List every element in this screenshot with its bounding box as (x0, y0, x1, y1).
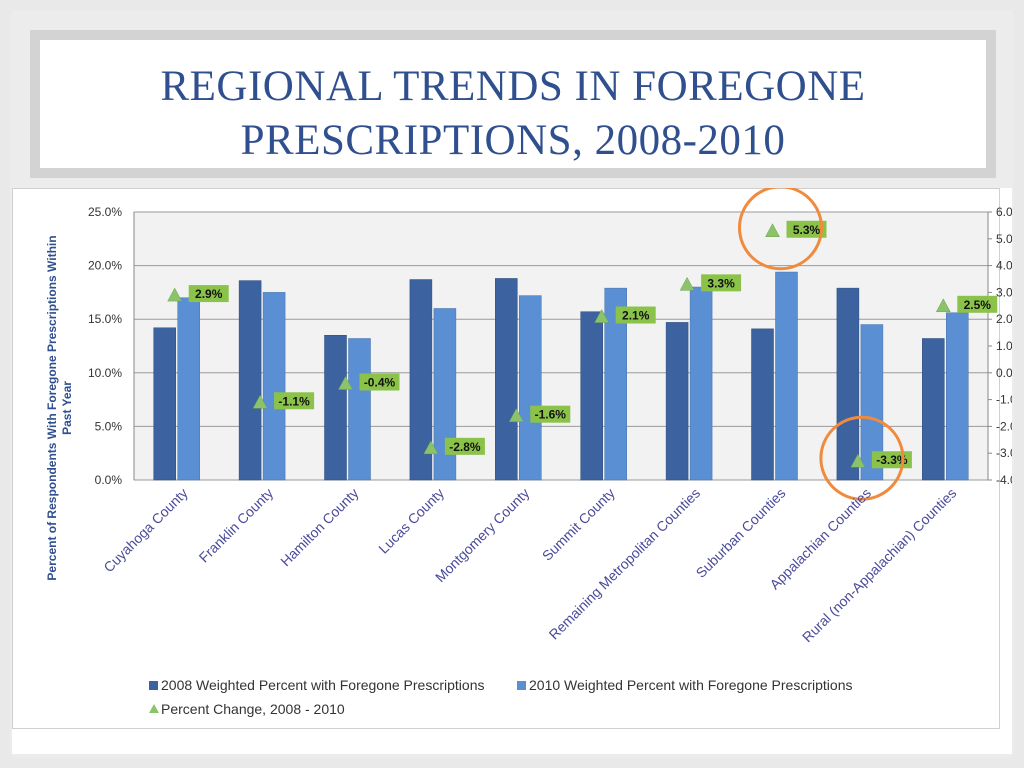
legend-swatch-2008 (149, 681, 158, 690)
bar-2008 (238, 280, 262, 481)
category-label: Montgomery County (432, 485, 532, 585)
category-label: Remaining Metropolitan Counties (546, 485, 704, 643)
y2-tick-label: -1.0% (996, 393, 1012, 407)
y2-tick-label: 6.0% (996, 205, 1012, 219)
y2-tick-label: 1.0% (996, 339, 1012, 353)
y2-tick-label: 0.0% (996, 366, 1012, 380)
title-box: REGIONAL TRENDS IN FOREGONE PRESCRIPTION… (30, 30, 996, 178)
highlight-circle (819, 415, 905, 501)
category-label: Suburban Counties (693, 485, 789, 581)
slide-title-line-2: PRESCRIPTIONS, 2008-2010 (240, 117, 786, 164)
change-label: -0.4% (364, 376, 396, 390)
y2-tick-label: 3.0% (996, 285, 1012, 299)
bar-2008 (836, 287, 860, 481)
change-marker (423, 440, 439, 455)
y-tick-label: 0.0% (95, 473, 123, 487)
plot-area (133, 211, 989, 481)
change-label: 3.3% (707, 276, 735, 290)
y2-tick-label: -4.0% (996, 473, 1012, 487)
change-label: -1.1% (278, 394, 310, 408)
y2-tick-label: 4.0% (996, 259, 1012, 273)
change-label-bg (701, 274, 742, 292)
category-label: Franklin County (196, 485, 277, 566)
change-label-bg (359, 373, 400, 391)
y-tick-label: 10.0% (88, 366, 122, 380)
bar-2008 (495, 278, 518, 481)
change-label-bg (615, 306, 656, 324)
change-label-bg (274, 392, 315, 410)
bar-2010 (775, 271, 798, 481)
change-label: 5.3% (793, 223, 821, 237)
slide-title: REGIONAL TRENDS IN FOREGONE PRESCRIPTION… (40, 60, 986, 168)
y-tick-label: 15.0% (88, 312, 122, 326)
bar-2010 (604, 287, 627, 481)
legend-marker-change (149, 704, 159, 713)
bar-2008 (665, 322, 689, 481)
change-marker (850, 453, 866, 468)
change-marker (765, 223, 780, 238)
y2-tick-label: -3.0% (996, 446, 1012, 460)
y-tick-label: 5.0% (95, 419, 123, 433)
legend-label-2010: 2010 Weighted Percent with Foregone Pres… (529, 677, 852, 693)
chart-border (12, 188, 1000, 729)
bar-2008 (580, 311, 603, 481)
y-tick-label: 20.0% (88, 259, 122, 273)
change-label: 2.1% (622, 309, 650, 323)
y2-tick-label: -2.0% (996, 419, 1012, 433)
change-marker (594, 308, 610, 323)
change-label-bg (530, 405, 571, 423)
legend-label-2008: 2008 Weighted Percent with Foregone Pres… (161, 677, 484, 693)
category-label: Lucas County (375, 485, 447, 557)
slide-title-line-1: REGIONAL TRENDS IN FOREGONE (160, 63, 866, 110)
change-label: 2.5% (964, 298, 992, 312)
change-marker (679, 276, 695, 291)
change-marker (252, 394, 268, 409)
y2-tick-label: 2.0% (996, 312, 1012, 326)
category-label: Summit County (539, 485, 618, 564)
change-label: -2.8% (449, 440, 481, 454)
change-marker (167, 287, 183, 302)
chart-svg: 0.0% 5.0% 10.0% 15.0% 20.0% 25.0% -4.0% -3.0% -2… (12, 185, 1024, 729)
bar-2008 (751, 328, 774, 481)
chart-area: 0.0% 5.0% 10.0% 15.0% 20.0% 25.0% -4.0% -3.0% -2… (12, 185, 1024, 754)
change-label-bg (786, 220, 827, 238)
bar-2010 (860, 324, 884, 481)
change-label: -3.3% (876, 453, 908, 467)
bar-2010 (946, 312, 969, 481)
change-label-bg (444, 437, 485, 455)
y2-tick-label: 5.0% (996, 232, 1012, 246)
y-tick-label: 25.0% (88, 205, 122, 219)
change-label-bg (188, 285, 229, 303)
bar-2010 (262, 292, 286, 481)
change-marker (338, 375, 353, 390)
bar-2008 (922, 338, 945, 481)
bar-2010 (348, 338, 371, 481)
change-marker (935, 298, 951, 313)
bar-2010 (689, 286, 713, 481)
change-label: 2.9% (195, 287, 223, 301)
change-label: -1.6% (535, 408, 567, 422)
category-label: Hamilton County (277, 485, 361, 569)
bar-2008 (153, 327, 176, 481)
bar-2010 (433, 308, 457, 481)
category-label: Rural (non-Appalachian) Counties (799, 485, 959, 645)
change-marker (508, 408, 524, 422)
change-label-bg (957, 295, 998, 313)
bar-2008 (409, 279, 433, 481)
bar-2008 (324, 335, 347, 481)
category-label: Cuyahoga County (100, 485, 191, 576)
bar-2010 (519, 295, 542, 481)
y-axis-title: Percent of Respondents With Foregone Pre… (45, 235, 74, 580)
legend-label-change: Percent Change, 2008 - 2010 (161, 701, 345, 717)
legend-swatch-2010 (517, 681, 526, 690)
bar-2010 (177, 297, 200, 481)
